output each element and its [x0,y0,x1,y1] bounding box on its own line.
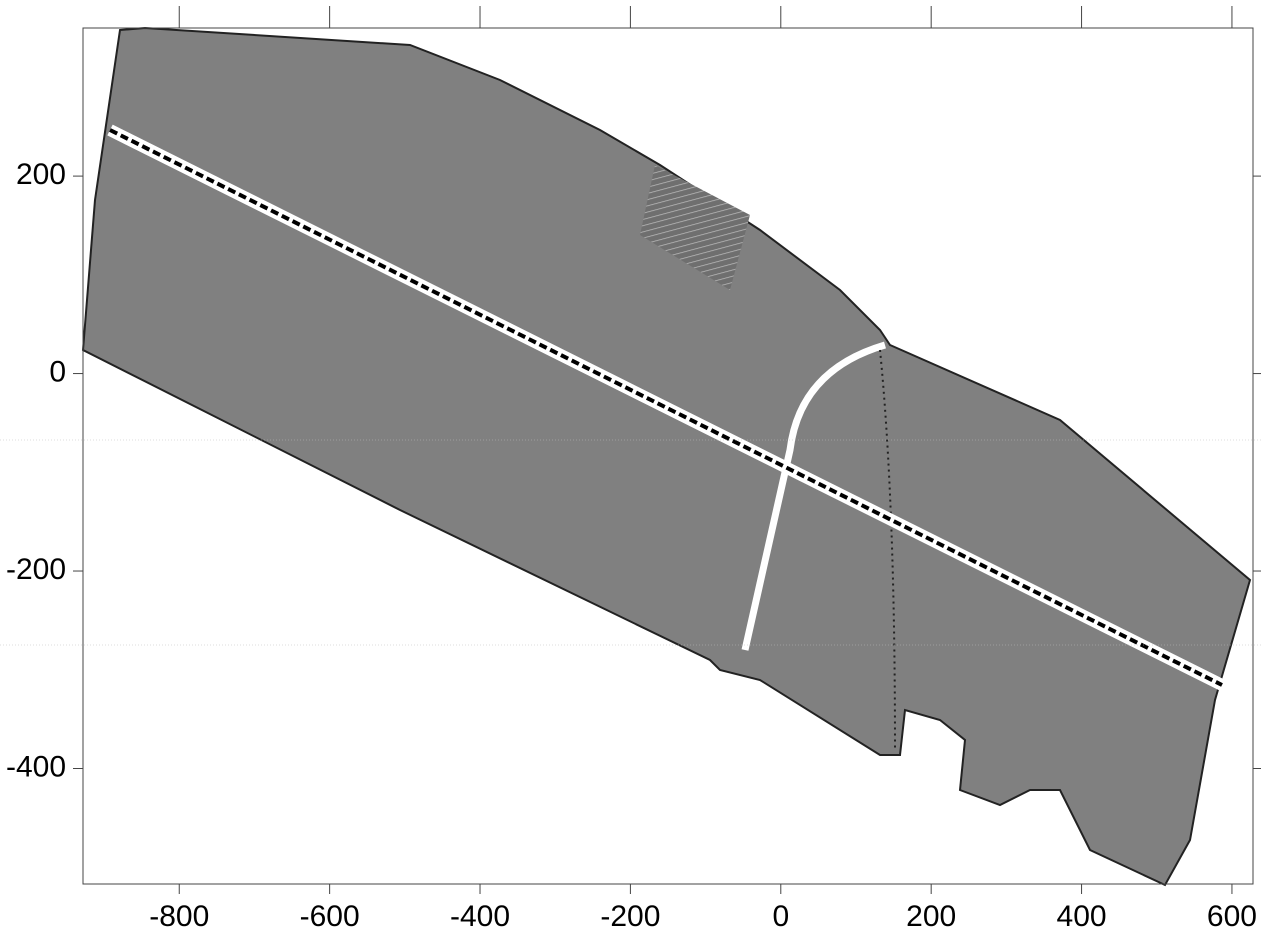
hatched-patch [640,165,750,290]
x-tick-label: -400 [450,900,510,933]
y-tick-label: 200 [16,158,66,191]
x-tick-label: 200 [906,900,956,933]
survey-image [81,26,1252,887]
plot-frame [82,27,1254,885]
x-tick-label: 400 [1057,900,1107,933]
x-tick-label: -800 [149,900,209,933]
x-tick-label: -200 [600,900,660,933]
road [741,341,886,651]
y-tick-label: 0 [49,355,66,388]
x-tick-label: 0 [772,900,789,933]
x-tick-label: 600 [1207,900,1257,933]
survey-area [81,26,1252,887]
pipeline [109,128,1223,687]
y-tick-label: -400 [6,750,66,783]
y-tick-label: -200 [6,553,66,586]
x-tick-label: -600 [300,900,360,933]
